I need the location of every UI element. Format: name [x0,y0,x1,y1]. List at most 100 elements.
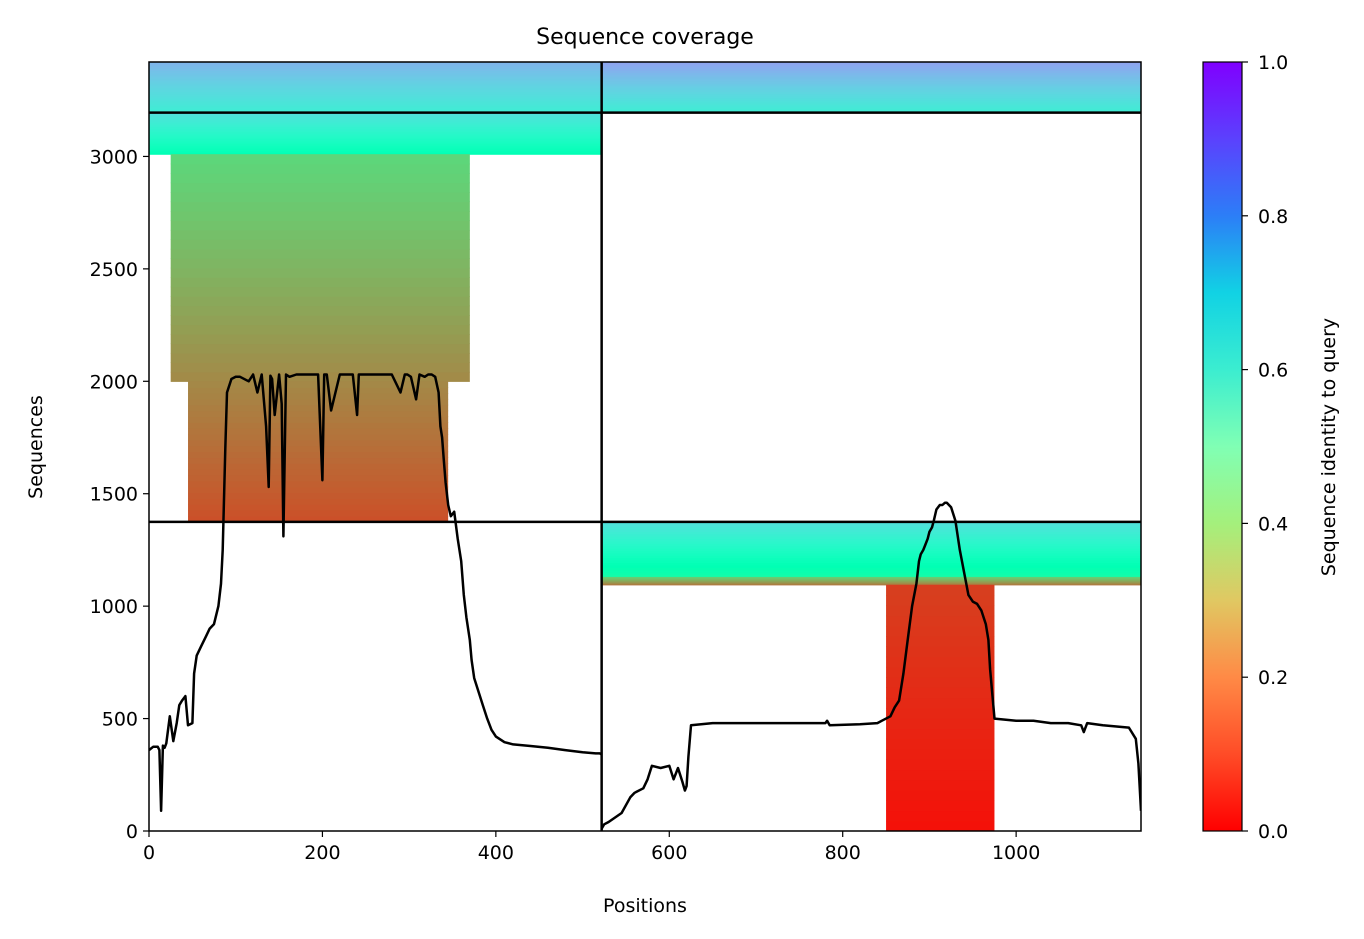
coverage-row [601,87,1141,91]
coverage-row [170,362,470,373]
coverage-row [149,76,602,80]
coverage-row [149,97,602,101]
coverage-row [601,538,1141,542]
y-tick-label: 500 [102,709,138,731]
colorbar-label: Sequence identity to query [1318,318,1340,576]
coverage-row [601,531,1141,535]
coverage-row [601,571,1141,575]
coverage-row [188,486,449,494]
y-tick-label: 1000 [90,596,138,618]
coverage-row [886,584,995,596]
coverage-row [149,116,602,119]
y-axis: 0 500 1000 1500 2000 2500 3000 [90,146,149,843]
coverage-row [886,748,995,760]
coverage-row [601,574,1141,578]
y-tick-label: 1500 [90,484,138,506]
coverage-row [149,143,602,147]
coverage-row [188,445,449,453]
coverage-row [149,80,602,84]
coverage-row [601,545,1141,549]
coverage-block [601,521,1141,580]
coverage-row [188,433,449,441]
coverage-row [601,540,1141,544]
coverage-row [149,136,602,140]
coverage-row [886,677,995,688]
x-tick-label: 800 [825,842,861,864]
coverage-row [149,95,602,99]
coverage-row [886,779,995,791]
coverage-block [149,62,602,114]
coverage-row [149,106,602,109]
coverage-row [149,133,602,136]
coverage-row [149,104,602,107]
coverage-row [170,258,470,269]
coverage-row [170,267,470,278]
coverage-row [149,117,602,121]
coverage-row [886,615,995,627]
coverage-row [149,129,602,133]
coverage-row [886,595,995,606]
coverage-row [601,83,1141,86]
x-axis-label: Positions [603,895,687,917]
coverage-row [601,97,1141,101]
coverage-row [601,528,1141,532]
x-tick-label: 0 [143,842,155,864]
coverage-row [601,72,1141,76]
coverage-row [601,91,1141,95]
coverage-row [170,343,470,354]
coverage-row [886,728,995,740]
coverage-row [149,72,602,76]
coverage-row [601,521,1141,525]
coverage-row [188,469,449,476]
coverage-row [149,102,602,105]
coverage-row [601,552,1141,556]
coverage-row [149,135,602,138]
coverage-row [188,480,449,488]
coverage-row [601,576,1141,578]
coverage-row [601,557,1141,561]
coverage-row [149,150,602,154]
coverage-row [149,131,602,134]
coverage-row [601,95,1141,99]
coverage-block [170,154,470,382]
coverage-row [188,474,449,482]
coverage-row [601,555,1141,559]
coverage-row [601,93,1141,97]
y-tick-label: 0 [126,821,138,843]
coverage-row [149,91,602,95]
y-axis-label: Sequences [25,395,47,499]
coverage-row [149,74,602,78]
coverage-row [188,515,449,523]
coverage-lines [149,373,1141,830]
coverage-row [149,70,602,74]
coverage-row [601,569,1141,573]
coverage-block [601,576,1141,586]
coverage-row [188,504,449,511]
coverage-row [601,108,1141,112]
coverage-row [149,121,602,124]
coverage-row [170,154,470,165]
coverage-row [601,80,1141,84]
plot-frame [148,61,1142,832]
coverage-row [149,124,602,128]
coverage-row [188,404,449,412]
coverage-row [149,148,602,152]
coverage-line-series-2 [600,501,1141,830]
coverage-row [601,536,1141,540]
coverage-row [188,451,449,459]
coverage-row [601,74,1141,78]
coverage-row [170,173,470,184]
coverage-row [170,352,470,363]
coverage-row [601,76,1141,80]
colorbar-tick-label: 0.0 [1258,821,1288,843]
coverage-row [188,416,449,423]
coverage-row [149,122,602,126]
coverage-row [170,192,470,203]
coverage-row [149,126,602,129]
coverage-row [188,422,449,429]
coverage-row [170,163,470,174]
coverage-row [886,789,995,801]
coverage-row [886,605,995,617]
colorbar-tick-label: 1.0 [1258,52,1288,74]
